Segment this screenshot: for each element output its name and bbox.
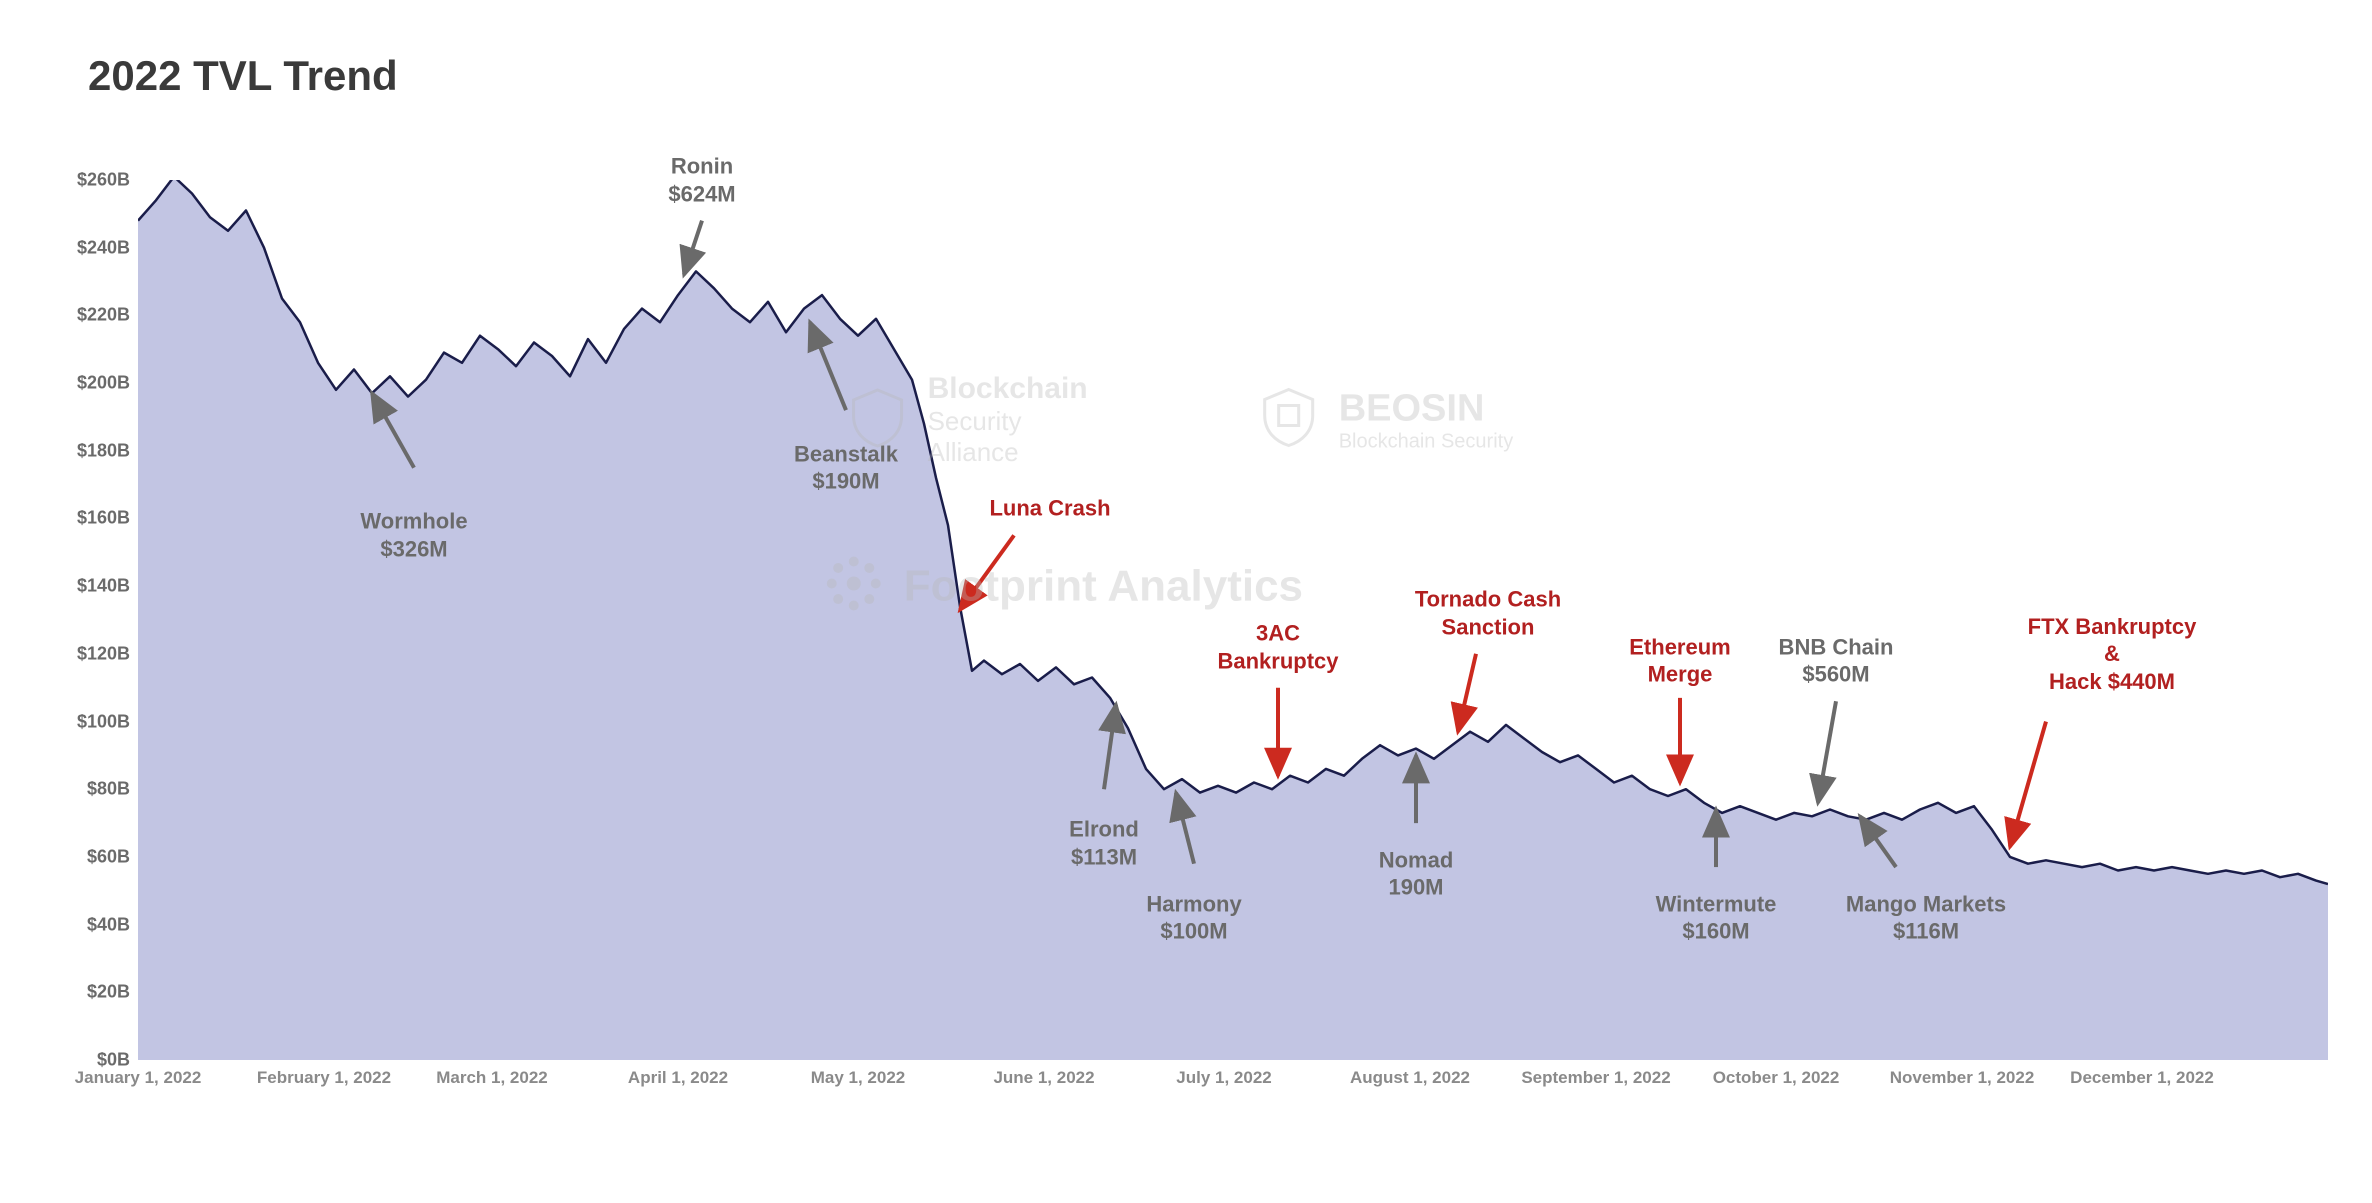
annotation-arrow-ftx xyxy=(2010,722,2046,847)
x-tick: November 1, 2022 xyxy=(1890,1068,2035,1088)
annotation-arrow-luna xyxy=(960,535,1014,609)
x-tick: March 1, 2022 xyxy=(436,1068,548,1088)
annotation-arrow-tornado xyxy=(1458,654,1476,732)
y-tick: $220B xyxy=(77,305,130,326)
tvl-area xyxy=(138,180,2328,1060)
chart-title: 2022 TVL Trend xyxy=(88,52,398,100)
annotation-arrow-bnb xyxy=(1818,701,1836,803)
x-tick: August 1, 2022 xyxy=(1350,1068,1470,1088)
x-tick: April 1, 2022 xyxy=(628,1068,728,1088)
y-tick: $20B xyxy=(87,982,130,1003)
y-tick: $200B xyxy=(77,373,130,394)
x-tick: July 1, 2022 xyxy=(1176,1068,1271,1088)
y-tick: $40B xyxy=(87,914,130,935)
annotation-arrow-ronin xyxy=(684,221,702,275)
x-tick: January 1, 2022 xyxy=(75,1068,202,1088)
x-tick: December 1, 2022 xyxy=(2070,1068,2214,1088)
y-tick: $240B xyxy=(77,237,130,258)
x-tick: June 1, 2022 xyxy=(993,1068,1094,1088)
x-tick: September 1, 2022 xyxy=(1521,1068,1670,1088)
x-tick: October 1, 2022 xyxy=(1713,1068,1840,1088)
y-tick: $80B xyxy=(87,779,130,800)
y-tick: $120B xyxy=(77,643,130,664)
y-tick: $180B xyxy=(77,440,130,461)
y-tick: $140B xyxy=(77,576,130,597)
y-tick: $260B xyxy=(77,170,130,191)
y-tick: $60B xyxy=(87,846,130,867)
y-tick: $160B xyxy=(77,508,130,529)
area-chart: $0B$20B$40B$60B$80B$100B$120B$140B$160B$… xyxy=(138,180,2328,1060)
x-tick: February 1, 2022 xyxy=(257,1068,391,1088)
x-tick: May 1, 2022 xyxy=(811,1068,906,1088)
y-tick: $100B xyxy=(77,711,130,732)
